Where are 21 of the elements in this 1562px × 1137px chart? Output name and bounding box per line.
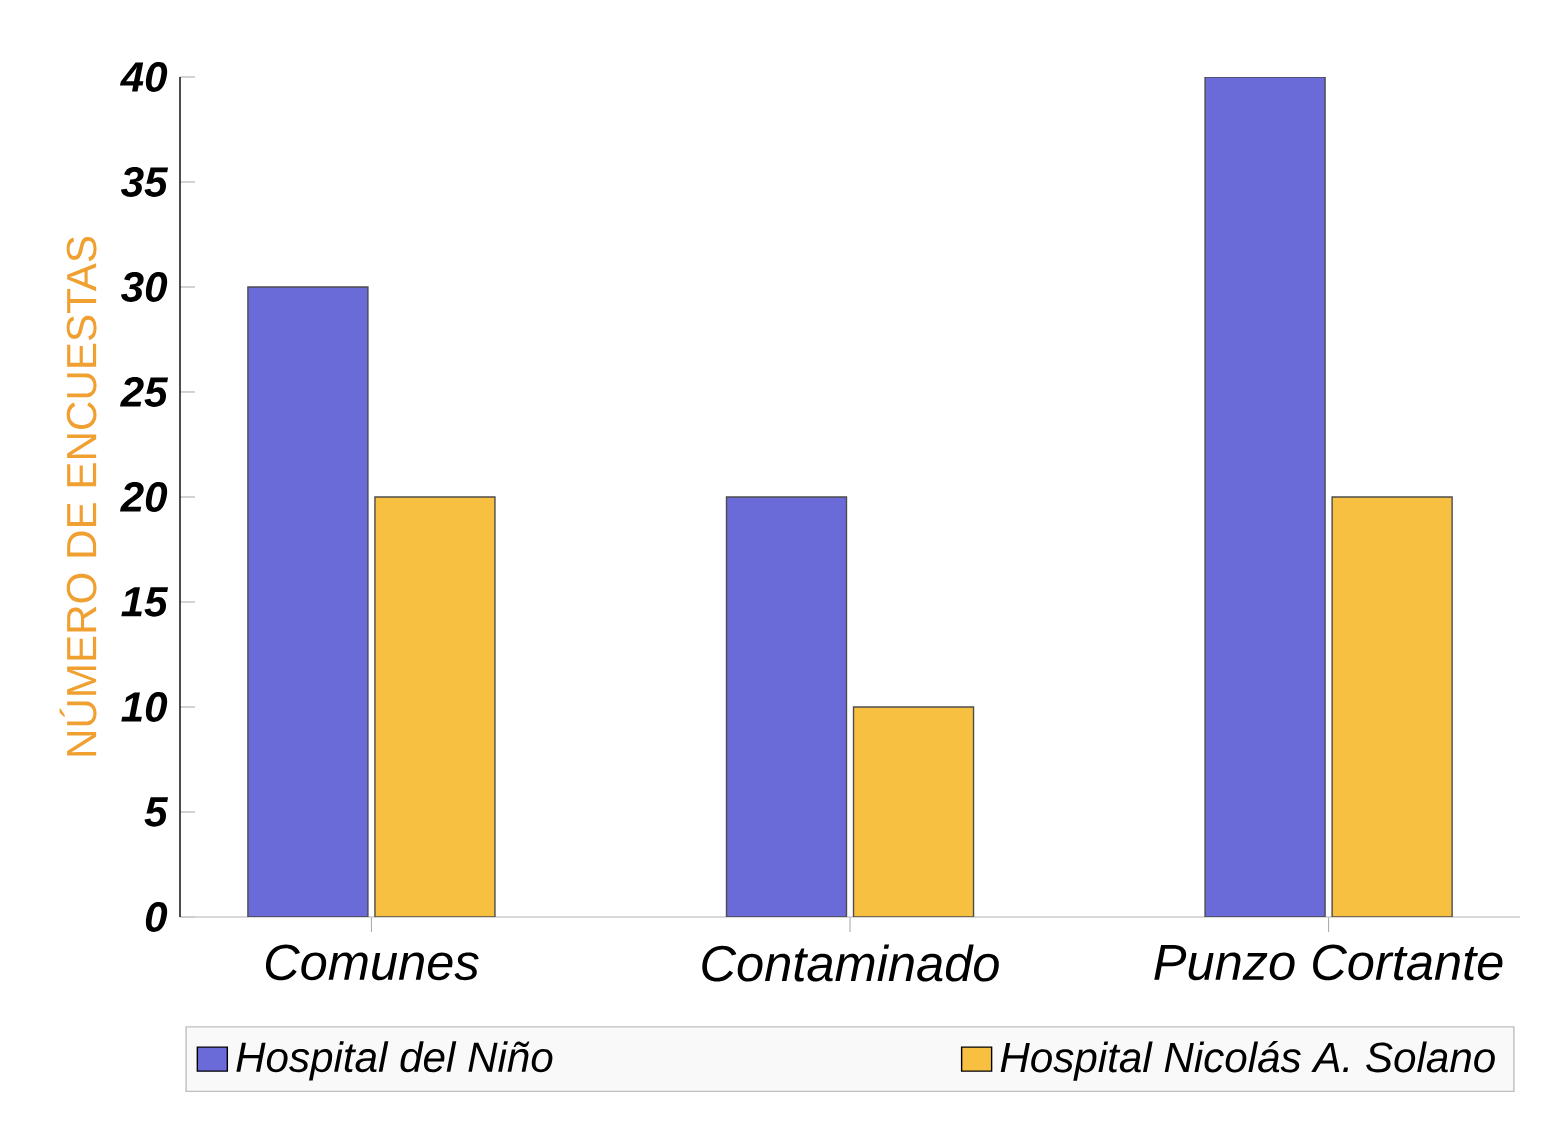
legend-label: Hospital del Niño [236,1041,553,1081]
x-tick-label: Comunes [265,944,479,981]
y-tick-label: 40 [119,62,168,92]
x-tick-label: Contaminado [702,944,999,982]
bar [725,496,848,917]
y-tick-label: 35 [121,167,169,197]
y-axis-title: NÚMERO DE ENCUESTAS [59,236,97,756]
y-tick-label: 10 [121,692,168,722]
y-tick-label: 5 [144,797,169,827]
bar [247,286,369,917]
bar [1204,77,1326,917]
y-tick-label: 25 [120,377,169,407]
y-tick-label: 30 [121,272,168,302]
bar [1331,496,1453,917]
y-tick-label: 0 [145,902,168,932]
x-tick-label: Punzo Cortante [1154,944,1503,981]
y-tick-label: 20 [120,482,168,512]
legend-label: Hospital Nicolás A. Solano [1000,1040,1495,1081]
y-tick-label: 15 [121,587,169,617]
bar [374,496,496,917]
bar [852,706,975,917]
